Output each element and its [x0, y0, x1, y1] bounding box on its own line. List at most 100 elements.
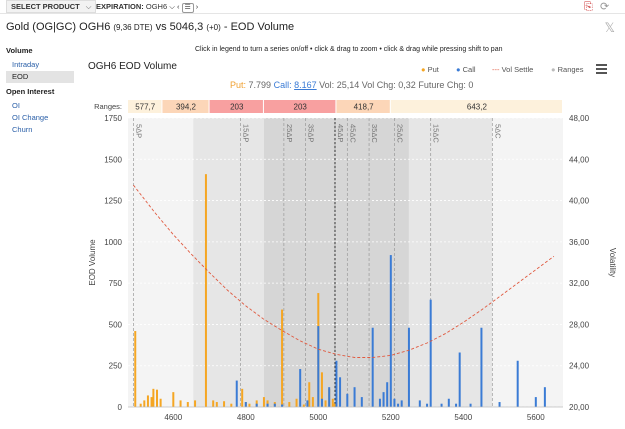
range-band: [128, 118, 194, 407]
prev-icon[interactable]: ‹: [177, 2, 180, 11]
chart-menu-icon[interactable]: [596, 64, 607, 76]
next-icon[interactable]: ›: [195, 2, 199, 11]
legend-vol-settle[interactable]: --- Vol Settle: [492, 65, 534, 74]
expiration-value: OGH6: [145, 2, 168, 11]
delta-label: 45ΔC: [348, 124, 357, 143]
sidebar-item-intraday[interactable]: Intraday: [12, 60, 40, 69]
legend-put-label: Put: [427, 65, 439, 74]
put-bar: [333, 403, 336, 407]
put-bar: [262, 397, 265, 407]
share-icon[interactable]: ⎘: [584, 1, 593, 13]
sidebar-item-eod[interactable]: EOD: [6, 71, 74, 83]
x-tick-label: 4800: [237, 413, 255, 422]
summary-call-label: Call:: [273, 80, 292, 90]
put-bar: [295, 398, 298, 407]
call-bar: [389, 255, 392, 407]
range-value: 418,7: [354, 103, 375, 112]
top-toolbar: SELECT PRODUCT ⌵ EXPIRATION: OGH6 ⌵ ‹ ☰ › ⎘…: [0, 0, 625, 14]
call-bar: [469, 403, 472, 407]
legend-put[interactable]: ● Put: [421, 65, 439, 74]
put-bar: [324, 400, 327, 407]
delta-label: 35ΔP: [307, 124, 316, 142]
x-tick-label: 5000: [309, 413, 327, 422]
call-bar: [447, 398, 450, 407]
sidebar: Volume Intraday EOD Open Interest OI OI …: [6, 46, 74, 136]
call-bar: [458, 352, 461, 407]
range-value: 394,2: [176, 103, 197, 112]
delta-label: 5ΔP: [134, 124, 143, 138]
range-box: [209, 100, 263, 113]
range-band: [492, 118, 563, 407]
legend-call[interactable]: ● Call: [456, 65, 476, 74]
put-bar: [302, 404, 305, 407]
chart-title: OGH6 EOD Volume: [88, 61, 177, 72]
call-bar: [339, 377, 342, 407]
delta-label: 35ΔC: [370, 124, 379, 143]
y-tick-label: 750: [109, 279, 123, 288]
put-bar: [172, 392, 175, 407]
sidebar-item-oi[interactable]: OI: [12, 101, 20, 110]
call-bar: [429, 299, 432, 407]
put-bar: [281, 309, 284, 407]
sidebar-item-churn[interactable]: Churn: [12, 125, 33, 134]
call-bar: [244, 402, 247, 407]
put-bar: [212, 400, 215, 407]
legend-ranges[interactable]: ● Ranges: [551, 65, 584, 74]
call-bar: [320, 398, 323, 407]
range-value: 203: [294, 103, 308, 112]
page-title: Gold (OG|GC) OGH6 (9,36 DTE) vs 5046,3 (…: [6, 21, 294, 33]
legend-call-label: Call: [462, 65, 476, 74]
summary-futchg-value: 0: [468, 80, 474, 90]
x-tick-label: 5400: [454, 413, 472, 422]
call-bar: [440, 403, 443, 407]
x-tick-label: 4600: [164, 413, 182, 422]
call-bar: [386, 382, 389, 407]
legend-vol-settle-label: Vol Settle: [501, 65, 534, 74]
select-product-dropdown[interactable]: SELECT PRODUCT ⌵: [6, 0, 97, 13]
chevron-down-icon: ⌵: [85, 2, 92, 11]
expiration-list-icon[interactable]: ☰: [181, 3, 194, 13]
range-band: [263, 118, 337, 407]
delta-label: 45ΔP: [336, 124, 345, 142]
delta-label: 15ΔP: [241, 124, 250, 142]
y-tick-label: 1750: [104, 114, 122, 123]
summary-volchg-value: 0,32: [398, 80, 416, 90]
put-bar: [150, 397, 153, 407]
put-bar: [230, 403, 233, 407]
sidebar-item-oi-change[interactable]: OI Change: [12, 113, 49, 122]
summary-volchg-label: Vol Chg:: [361, 80, 396, 90]
range-box: [162, 100, 209, 113]
put-bar: [186, 402, 189, 407]
call-bar: [360, 397, 363, 407]
expiration-selector[interactable]: EXPIRATION: OGH6 ⌵ ‹ ☰ ›: [96, 0, 198, 13]
summary-put-label: Put:: [230, 80, 247, 90]
call-bar: [346, 393, 349, 407]
y-tick-label: 1500: [104, 155, 122, 164]
expiration-label: EXPIRATION:: [96, 2, 144, 11]
call-bar: [273, 403, 276, 407]
range-box: [263, 100, 336, 113]
call-bar: [534, 397, 537, 407]
delta-label: 25ΔP: [285, 124, 294, 142]
delta-label: 5ΔC: [493, 124, 502, 139]
refresh-icon[interactable]: ⟳: [600, 1, 610, 13]
put-bar: [288, 402, 291, 407]
call-bar: [393, 398, 396, 407]
y2-tick-label: 28,00: [569, 320, 590, 329]
close-icon[interactable]: 𝕏: [604, 20, 615, 35]
summary-futchg-label: Future Chg:: [418, 80, 466, 90]
summary-put-value: 7.799: [248, 80, 272, 90]
put-bar: [194, 400, 197, 407]
title-change: (+0): [206, 23, 221, 32]
range-box: [390, 100, 562, 113]
put-bar: [159, 398, 162, 407]
put-bar: [204, 174, 207, 407]
put-bar: [320, 372, 323, 407]
call-bar: [397, 403, 400, 407]
put-bar: [134, 331, 137, 407]
call-bar: [353, 387, 356, 407]
range-value: 643,2: [467, 103, 488, 112]
chart-hint: Click in legend to turn a series on/off …: [195, 46, 503, 53]
call-bar: [543, 387, 546, 407]
